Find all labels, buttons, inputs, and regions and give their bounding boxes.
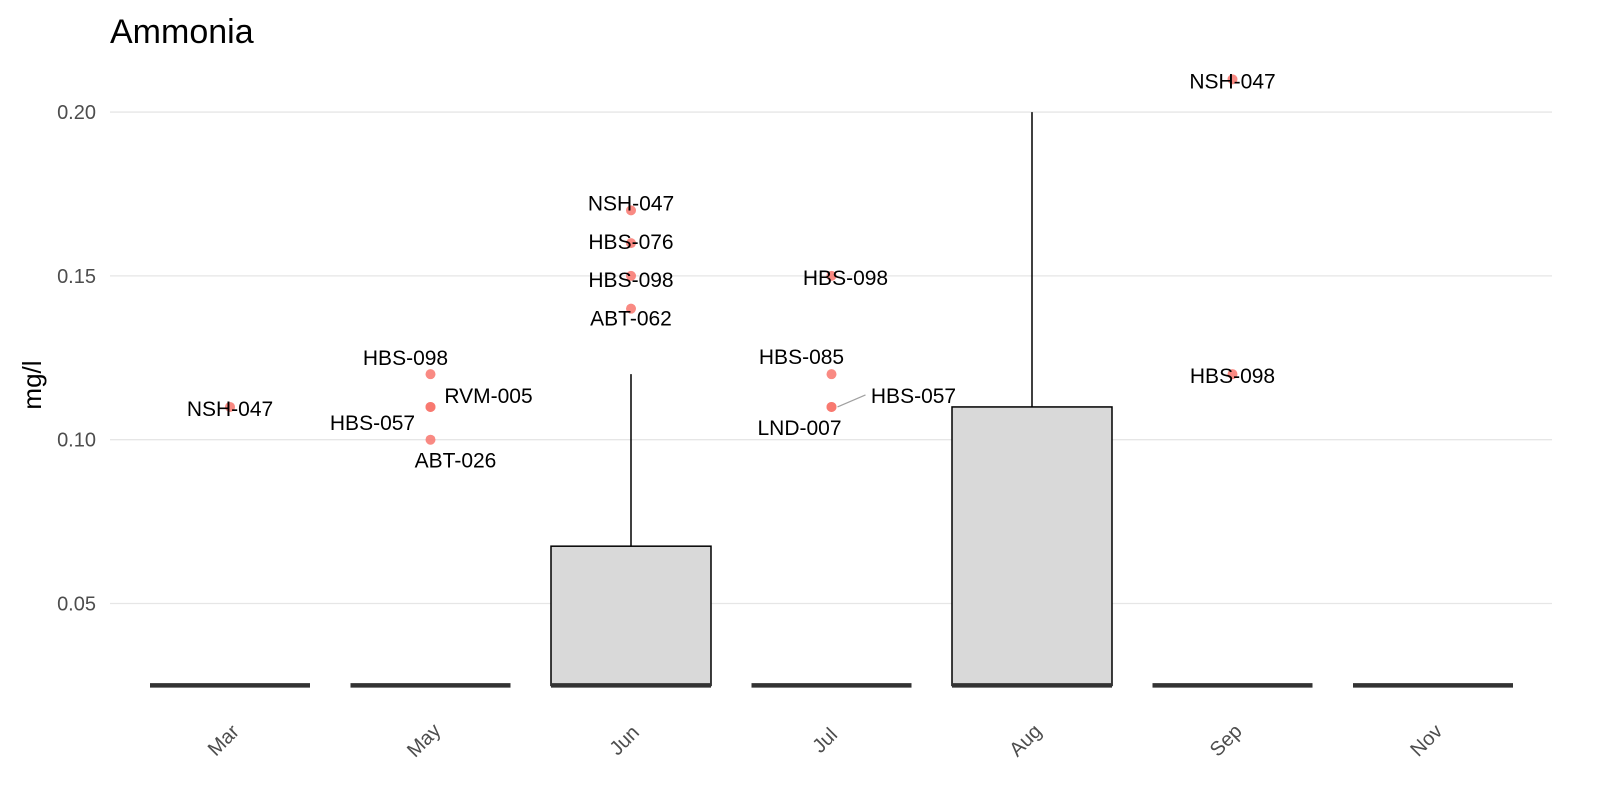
outlier-point — [826, 270, 837, 281]
point-label: HBS-098 — [1190, 365, 1275, 388]
point-label: ABT-062 — [590, 308, 672, 331]
y-axis-label: mg/l — [17, 360, 47, 409]
point-label: HBS-076 — [588, 231, 673, 254]
x-axis-ticks: Mar May Jun Jul Aug Sep Nov — [204, 720, 1447, 762]
y-tick-label: 0.05 — [57, 594, 96, 616]
x-tick-label: Nov — [1406, 720, 1447, 761]
outlier-point — [425, 369, 436, 380]
point-label: NSH-047 — [187, 398, 273, 421]
outlier-point — [826, 401, 837, 412]
point-label: HBS-098 — [803, 267, 888, 290]
box — [951, 406, 1113, 687]
boxes — [150, 112, 1513, 688]
point-label: HBS-057 — [330, 412, 415, 435]
point-label: HBS-057 — [871, 385, 956, 408]
point-label: RVM-005 — [444, 385, 532, 408]
point-label: NSH-047 — [1189, 70, 1275, 93]
point-label: ABT-026 — [415, 450, 497, 473]
y-tick-label: 0.20 — [57, 102, 96, 124]
outlier-point — [1227, 369, 1238, 380]
outlier-point — [626, 205, 636, 216]
outlier-point — [425, 434, 436, 445]
point-labels: NSH-047HBS-098RVM-005HBS-057ABT-026NSH-0… — [187, 70, 1276, 472]
x-tick-label: Mar — [204, 721, 244, 761]
outlier-point — [626, 303, 636, 314]
y-axis-ticks: 0.05 0.10 0.15 0.20 — [57, 102, 96, 615]
y-tick-label: 0.15 — [57, 266, 96, 288]
point-label: NSH-047 — [588, 192, 674, 215]
x-tick-label: May — [403, 720, 445, 762]
x-tick-label: Aug — [1005, 720, 1046, 761]
x-tick-label: Jul — [808, 724, 842, 758]
outlier-point — [425, 401, 436, 412]
outlier-point — [626, 238, 636, 249]
point-label: HBS-085 — [759, 346, 844, 369]
point-label: HBS-098 — [588, 269, 673, 292]
box — [550, 545, 712, 687]
point-label: HBS-098 — [363, 347, 448, 370]
outlier-point — [1227, 74, 1238, 85]
outlier-points — [225, 74, 1238, 445]
outlier-point — [626, 270, 636, 281]
outlier-point — [225, 401, 235, 412]
chart-title: Ammonia — [110, 13, 254, 51]
x-tick-label: Jun — [606, 722, 644, 760]
label-leader — [837, 394, 866, 408]
outlier-point — [826, 369, 837, 380]
y-tick-label: 0.10 — [57, 430, 96, 452]
point-label: LND-007 — [757, 417, 841, 440]
x-tick-label: Sep — [1206, 720, 1247, 761]
